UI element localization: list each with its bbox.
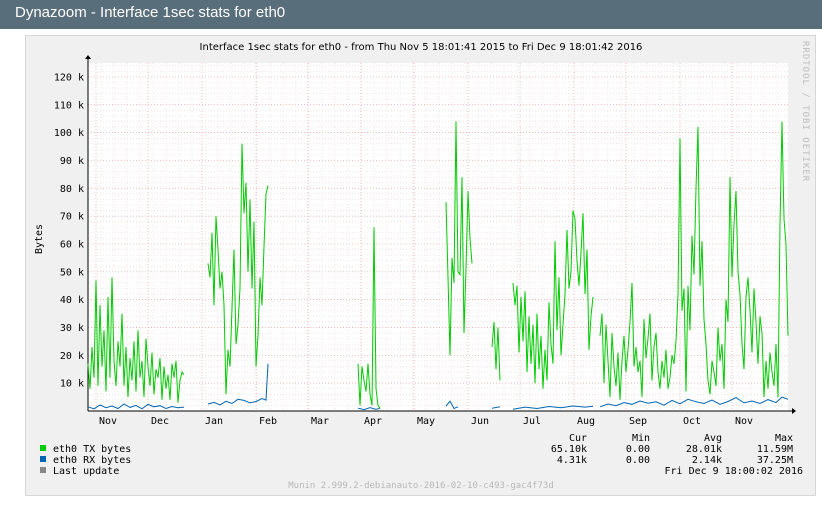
- legend-swatch: [40, 445, 46, 451]
- x-tick-label: Mar: [311, 416, 329, 427]
- x-tick-label: Jul: [523, 416, 541, 427]
- legend-max-value: 11.59M: [757, 444, 793, 455]
- x-tick-label: Feb: [259, 416, 277, 427]
- legend-column-header: Min: [632, 433, 650, 444]
- x-tick-label: Nov: [99, 416, 117, 427]
- legend-label: Last update: [53, 466, 119, 477]
- legend-column-header: Avg: [704, 433, 722, 444]
- legend-min-value: 0.00: [626, 455, 650, 466]
- series-line: [207, 363, 269, 406]
- legend-swatch: [40, 467, 46, 473]
- last-update-value: Fri Dec 9 18:00:02 2016: [665, 466, 803, 477]
- legend-column-header: Cur: [569, 433, 587, 444]
- series-line: [491, 321, 501, 381]
- legend-max-value: 37.25M: [757, 455, 793, 466]
- series-line: [87, 403, 185, 410]
- series-line: [445, 400, 459, 410]
- x-tick-label: Oct: [683, 416, 701, 427]
- legend-label: eth0 TX bytes: [53, 444, 131, 455]
- y-tick-label: 60 k: [60, 239, 84, 250]
- series-line: [491, 406, 501, 409]
- x-tick-label: Dec: [151, 416, 169, 427]
- y-tick-label: 30 k: [60, 323, 84, 334]
- legend-min-value: 0.00: [626, 444, 650, 455]
- x-tick-label: Apr: [364, 416, 382, 427]
- x-tick-label: Aug: [577, 416, 595, 427]
- series-line: [207, 143, 269, 395]
- y-tick-label: 50 k: [60, 267, 84, 278]
- y-tick-label: 20 k: [60, 351, 84, 362]
- y-tick-label: 80 k: [60, 184, 84, 195]
- series-line: [512, 405, 594, 410]
- legend-swatch: [40, 456, 46, 462]
- munin-version-footer: Munin 2.999.2-debianauto-2016-02-10-c493…: [288, 481, 554, 491]
- series-line: [599, 121, 789, 400]
- x-tick-label: Sep: [629, 416, 647, 427]
- plot-area: [88, 63, 788, 411]
- y-tick-label: 90 k: [60, 156, 84, 167]
- x-tick-label: May: [417, 416, 435, 427]
- legend-avg-value: 2.14k: [692, 455, 722, 466]
- x-tick-label: Jan: [205, 416, 223, 427]
- series-line: [357, 227, 381, 409]
- legend-avg-value: 28.01k: [686, 444, 722, 455]
- y-tick-label: 100 k: [54, 128, 84, 139]
- legend-column-header: Max: [775, 433, 793, 444]
- series-line: [357, 407, 381, 411]
- legend-label: eth0 RX bytes: [53, 455, 131, 466]
- y-tick-label: 120 k: [54, 72, 84, 83]
- grid-lines: [87, 63, 788, 411]
- legend-cur-value: 65.10k: [551, 444, 587, 455]
- window-title: Dynazoom - Interface 1sec stats for eth0: [15, 4, 286, 21]
- y-axis-arrow: [85, 55, 91, 59]
- rrdtool-watermark: RRDTOOL / TOBI OETIKER: [800, 41, 810, 182]
- y-tick-label: 110 k: [54, 100, 84, 111]
- series-line: [512, 210, 594, 389]
- x-tick-label: Nov: [735, 416, 753, 427]
- eth0-tx-bytes-series: [87, 121, 789, 409]
- eth0-rx-bytes-series: [87, 363, 789, 411]
- x-tick-label: Jun: [471, 416, 489, 427]
- series-line: [87, 277, 185, 403]
- y-tick-label: 40 k: [60, 295, 84, 306]
- series-line: [599, 396, 789, 408]
- chart-title: Interface 1sec stats for eth0 - from Thu…: [200, 42, 643, 53]
- series-line: [445, 121, 473, 356]
- title-bar: Dynazoom - Interface 1sec stats for eth0: [0, 0, 822, 29]
- legend-cur-value: 4.31k: [557, 455, 587, 466]
- y-tick-label: 70 k: [60, 212, 84, 223]
- y-axis-label: Bytes: [34, 224, 45, 254]
- x-axis-arrow: [792, 408, 796, 414]
- y-tick-label: 10 k: [60, 379, 84, 390]
